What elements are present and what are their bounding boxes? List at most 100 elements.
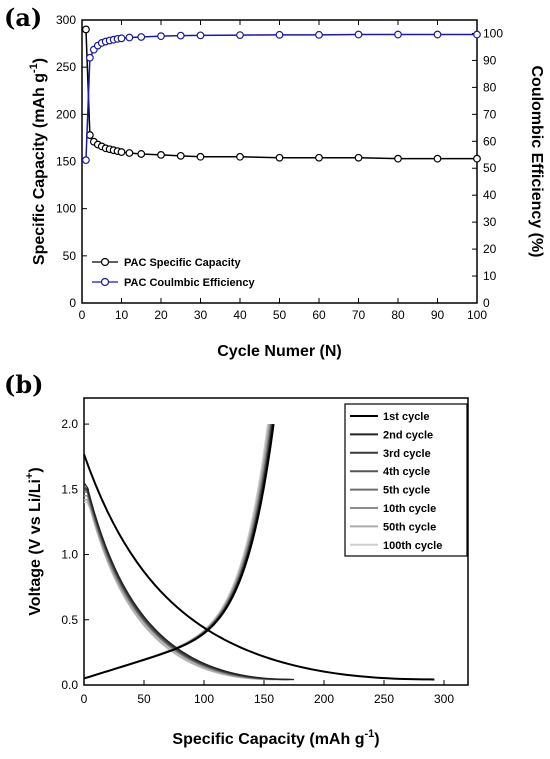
capacity-point: [236, 152, 244, 161]
y-tick-label-b: 1.5: [61, 482, 78, 496]
capacity-point: [473, 154, 481, 163]
panel-a-label: (a): [4, 3, 42, 32]
efficiency-point: [85, 53, 94, 62]
charge-curve: [83, 423, 269, 680]
plot-frame-b: [83, 397, 469, 686]
y2-tick-label-a: 80: [483, 80, 497, 94]
x-tick-label-a: 70: [352, 308, 366, 322]
efficiency-point: [137, 33, 146, 41]
x-tick-label-b: 200: [314, 692, 334, 706]
y-tick-label-a: 200: [56, 107, 76, 121]
charge-curve: [83, 423, 272, 680]
y-tick-label-b: 1.0: [61, 548, 78, 562]
y2-tick-label-a: 70: [483, 107, 497, 121]
x-tick-label-a: 30: [194, 308, 208, 322]
y-tick-label-b: 2.0: [61, 417, 78, 431]
series-line-efficiency: [85, 33, 477, 161]
panel-a: (a)0 10 20 30 40 50 60 70 80 90 100050100150200250…: [4, 3, 545, 360]
efficiency-point: [394, 30, 402, 39]
x-tick-label-a: 60: [312, 308, 326, 322]
legend-marker-a: [100, 257, 110, 267]
legend-label-b: 2nd cycle: [383, 429, 433, 441]
efficiency-point: [473, 30, 481, 39]
x-tick-label-b: 50: [137, 692, 151, 706]
y-tick-label-a: 250: [56, 60, 76, 74]
y-axis-title-b-part: Voltage (V vs Li/Li: [27, 479, 44, 616]
efficiency-point: [236, 31, 244, 39]
y2-axis-title-a: Coulombic Efficiency (%): [528, 65, 545, 257]
x-tick-label-a: 20: [154, 308, 168, 322]
x-axis-title-b-part: ): [374, 731, 379, 748]
legend-label-b: 1st cycle: [383, 411, 429, 423]
legend-marker-a: [100, 277, 110, 287]
y2-tick-label-a: 20: [483, 242, 497, 256]
y-axis-title-a-part: ): [31, 58, 48, 63]
discharge-curve: [83, 482, 295, 681]
capacity-point: [394, 154, 402, 163]
y-axis-title-b-part: ): [27, 467, 44, 472]
efficiency-point: [117, 34, 126, 43]
x-axis-title-a: Cycle Numer (N): [217, 343, 341, 360]
x-tick-label-b: 300: [434, 692, 454, 706]
efficiency-point: [82, 156, 90, 165]
x-tick-label-a: 40: [233, 308, 247, 322]
x-tick-label-a: 90: [431, 308, 445, 322]
y-axis-title-a-part: Specific Capacity (mAh g: [31, 73, 48, 265]
efficiency-point: [176, 31, 185, 40]
efficiency-point: [157, 32, 165, 41]
efficiency-point: [354, 30, 363, 39]
x-tick-label-a: 0: [79, 308, 86, 322]
x-tick-label-a: 80: [391, 308, 405, 322]
y-tick-label-a: 300: [56, 13, 76, 27]
capacity-point: [117, 148, 126, 156]
x-axis-title-b-part: Specific Capacity (mAh g: [172, 731, 364, 748]
panel-b: (b) 0 50 100 150 200 250 300 0.0 0.5 1.0 1.5 2.0 Spec…: [4, 370, 469, 748]
y-tick-label-b: 0.0: [61, 678, 78, 692]
y2-tick-label-a: 30: [483, 215, 497, 229]
legend-label-b: 100th cycle: [383, 540, 442, 552]
legend-label-a: PAC Specific Capacity: [124, 257, 241, 269]
legend-label-b: 3rd cycle: [383, 448, 431, 460]
x-tick-label-b: 100: [194, 692, 214, 706]
x-tick-label-a: 50: [273, 308, 287, 322]
efficiency-point: [196, 31, 205, 40]
y2-tick-label-a: 50: [483, 161, 497, 175]
capacity-point: [157, 150, 165, 159]
capacity-point: [137, 150, 146, 158]
legend-label-b: 4th cycle: [383, 466, 430, 478]
charge-curve: [83, 423, 272, 680]
x-tick-label-a: 10: [115, 308, 129, 322]
efficiency-point: [315, 30, 323, 39]
y-axis-title-b: Voltage (V vs Li/Li+): [24, 467, 44, 615]
capacity-point: [82, 25, 90, 34]
series-line-capacity: [85, 29, 477, 160]
capacity-point: [196, 152, 205, 161]
y2-tick-label-a: 90: [483, 53, 497, 67]
x-tick-label-b: 0: [81, 692, 88, 706]
charge-curve: [83, 423, 270, 680]
panel-b-label: (b): [4, 370, 44, 399]
x-axis-title-b: Specific Capacity (mAh g-1): [172, 728, 379, 748]
legend-box-b: [344, 403, 468, 557]
y-axis-title-a: Specific Capacity (mAh g-1): [28, 58, 48, 265]
charge-curve: [83, 423, 275, 680]
capacity-point: [433, 154, 442, 163]
y-tick-label-a: 100: [56, 202, 76, 216]
capacity-point: [354, 153, 363, 162]
y2-tick-label-a: 10: [483, 269, 497, 283]
efficiency-point: [433, 30, 442, 39]
y2-tick-label-a: 40: [483, 188, 497, 202]
y-axis-title-b-part: +: [24, 473, 36, 479]
legend-label-b: 50th cycle: [383, 521, 436, 533]
capacity-point: [315, 153, 323, 162]
y-tick-label-a: 150: [56, 155, 76, 169]
y2-tick-label-a: 0: [483, 296, 490, 310]
y-tick-label-a: 0: [69, 296, 76, 310]
x-tick-label-b: 150: [254, 692, 274, 706]
capacity-point: [125, 149, 134, 157]
y-tick-label-a: 50: [63, 249, 77, 263]
efficiency-point: [275, 30, 284, 39]
y2-tick-label-a: 100: [483, 26, 503, 40]
y-axis-title-a-part: -1: [28, 63, 40, 73]
